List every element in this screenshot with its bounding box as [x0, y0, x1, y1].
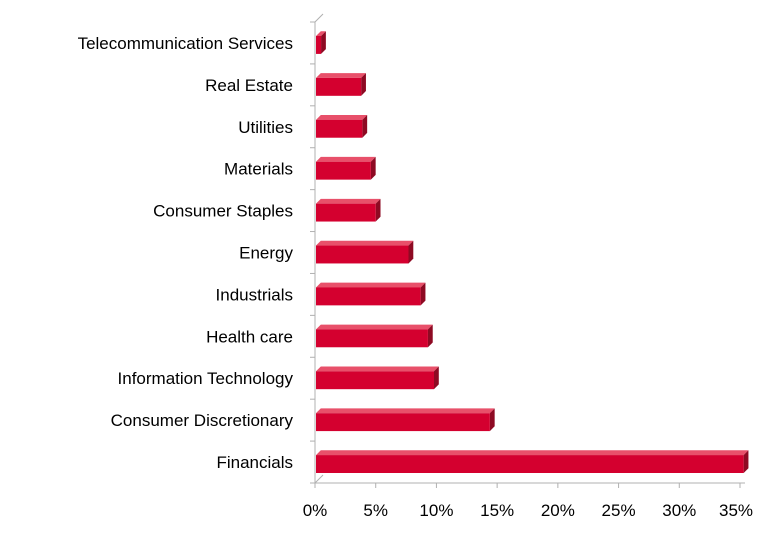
bar-top-face: [316, 366, 439, 372]
bar-front-face: [316, 455, 744, 473]
bar-front-face: [316, 36, 322, 54]
x-tick-label: 0%: [303, 501, 328, 520]
category-label: Real Estate: [205, 76, 293, 95]
bar-front-face: [316, 329, 428, 348]
bar-health-care: [316, 324, 433, 348]
bar-top-face: [316, 324, 433, 330]
bar-top-face: [316, 31, 326, 37]
bar-side-face: [361, 73, 366, 96]
bar-front-face: [316, 203, 376, 222]
category-label: Financials: [216, 453, 293, 472]
bar-top-face: [316, 282, 426, 288]
bar-side-face: [408, 240, 414, 264]
bar-top-face: [316, 240, 414, 246]
bar-materials: [316, 156, 376, 180]
bar-top-face: [316, 408, 495, 414]
x-tick-label: 10%: [419, 501, 453, 520]
category-label: Telecommunication Services: [78, 34, 293, 53]
bar-side-face: [362, 115, 368, 138]
category-label: Energy: [239, 244, 293, 263]
bar-top-face: [316, 73, 366, 78]
x-tick-label: 25%: [602, 501, 636, 520]
bar-top-face: [316, 156, 376, 162]
axes: [310, 13, 745, 488]
x-tick-labels: 0% 5% 10% 15% 20% 25% 30% 35%: [303, 501, 753, 520]
x-tick-label: 15%: [480, 501, 514, 520]
bar-financials: [316, 450, 749, 473]
bar-real-estate: [316, 73, 366, 96]
category-label: Consumer Staples: [153, 202, 293, 221]
category-labels: Telecommunication Services Real Estate Uti…: [78, 34, 294, 472]
x-tick-label: 35%: [719, 501, 753, 520]
category-label: Consumer Discretionary: [111, 411, 294, 430]
bar-utilities: [316, 115, 368, 138]
bars: [316, 31, 749, 473]
bar-top-face: [316, 198, 381, 204]
x-tick-label: 5%: [363, 501, 388, 520]
bar-front-face: [316, 119, 363, 138]
bar-consumer-staples: [316, 198, 381, 222]
bar-side-face: [420, 282, 426, 306]
bar-front-face: [316, 77, 362, 96]
bar-front-face: [316, 413, 490, 432]
category-label: Materials: [224, 160, 293, 179]
bar-consumer-discretionary: [316, 408, 495, 432]
bar-side-face: [434, 366, 439, 390]
bar-top-face: [316, 450, 749, 456]
bar-telecommunication-services: [316, 31, 326, 54]
bar-front-face: [316, 161, 371, 180]
bar-front-face: [316, 245, 409, 264]
x-tick-label: 20%: [541, 501, 575, 520]
bar-side-face: [370, 156, 376, 180]
x-tick-label: 30%: [662, 501, 696, 520]
category-label: Industrials: [216, 285, 293, 304]
bar-side-face: [321, 31, 326, 54]
bar-energy: [316, 240, 414, 264]
bar-side-face: [743, 450, 749, 473]
bar-industrials: [316, 282, 426, 306]
bar-information-technology: [316, 366, 439, 390]
axis-corner-line: [314, 474, 324, 484]
bar-side-face: [375, 198, 381, 222]
bar-top-face: [316, 115, 368, 120]
bar-side-face: [427, 324, 433, 348]
bar-front-face: [316, 371, 434, 390]
bar-side-face: [489, 408, 495, 432]
category-label: Health care: [206, 327, 293, 346]
category-label: Utilities: [238, 118, 293, 137]
category-label: Information Technology: [118, 369, 294, 388]
bar-front-face: [316, 287, 421, 306]
